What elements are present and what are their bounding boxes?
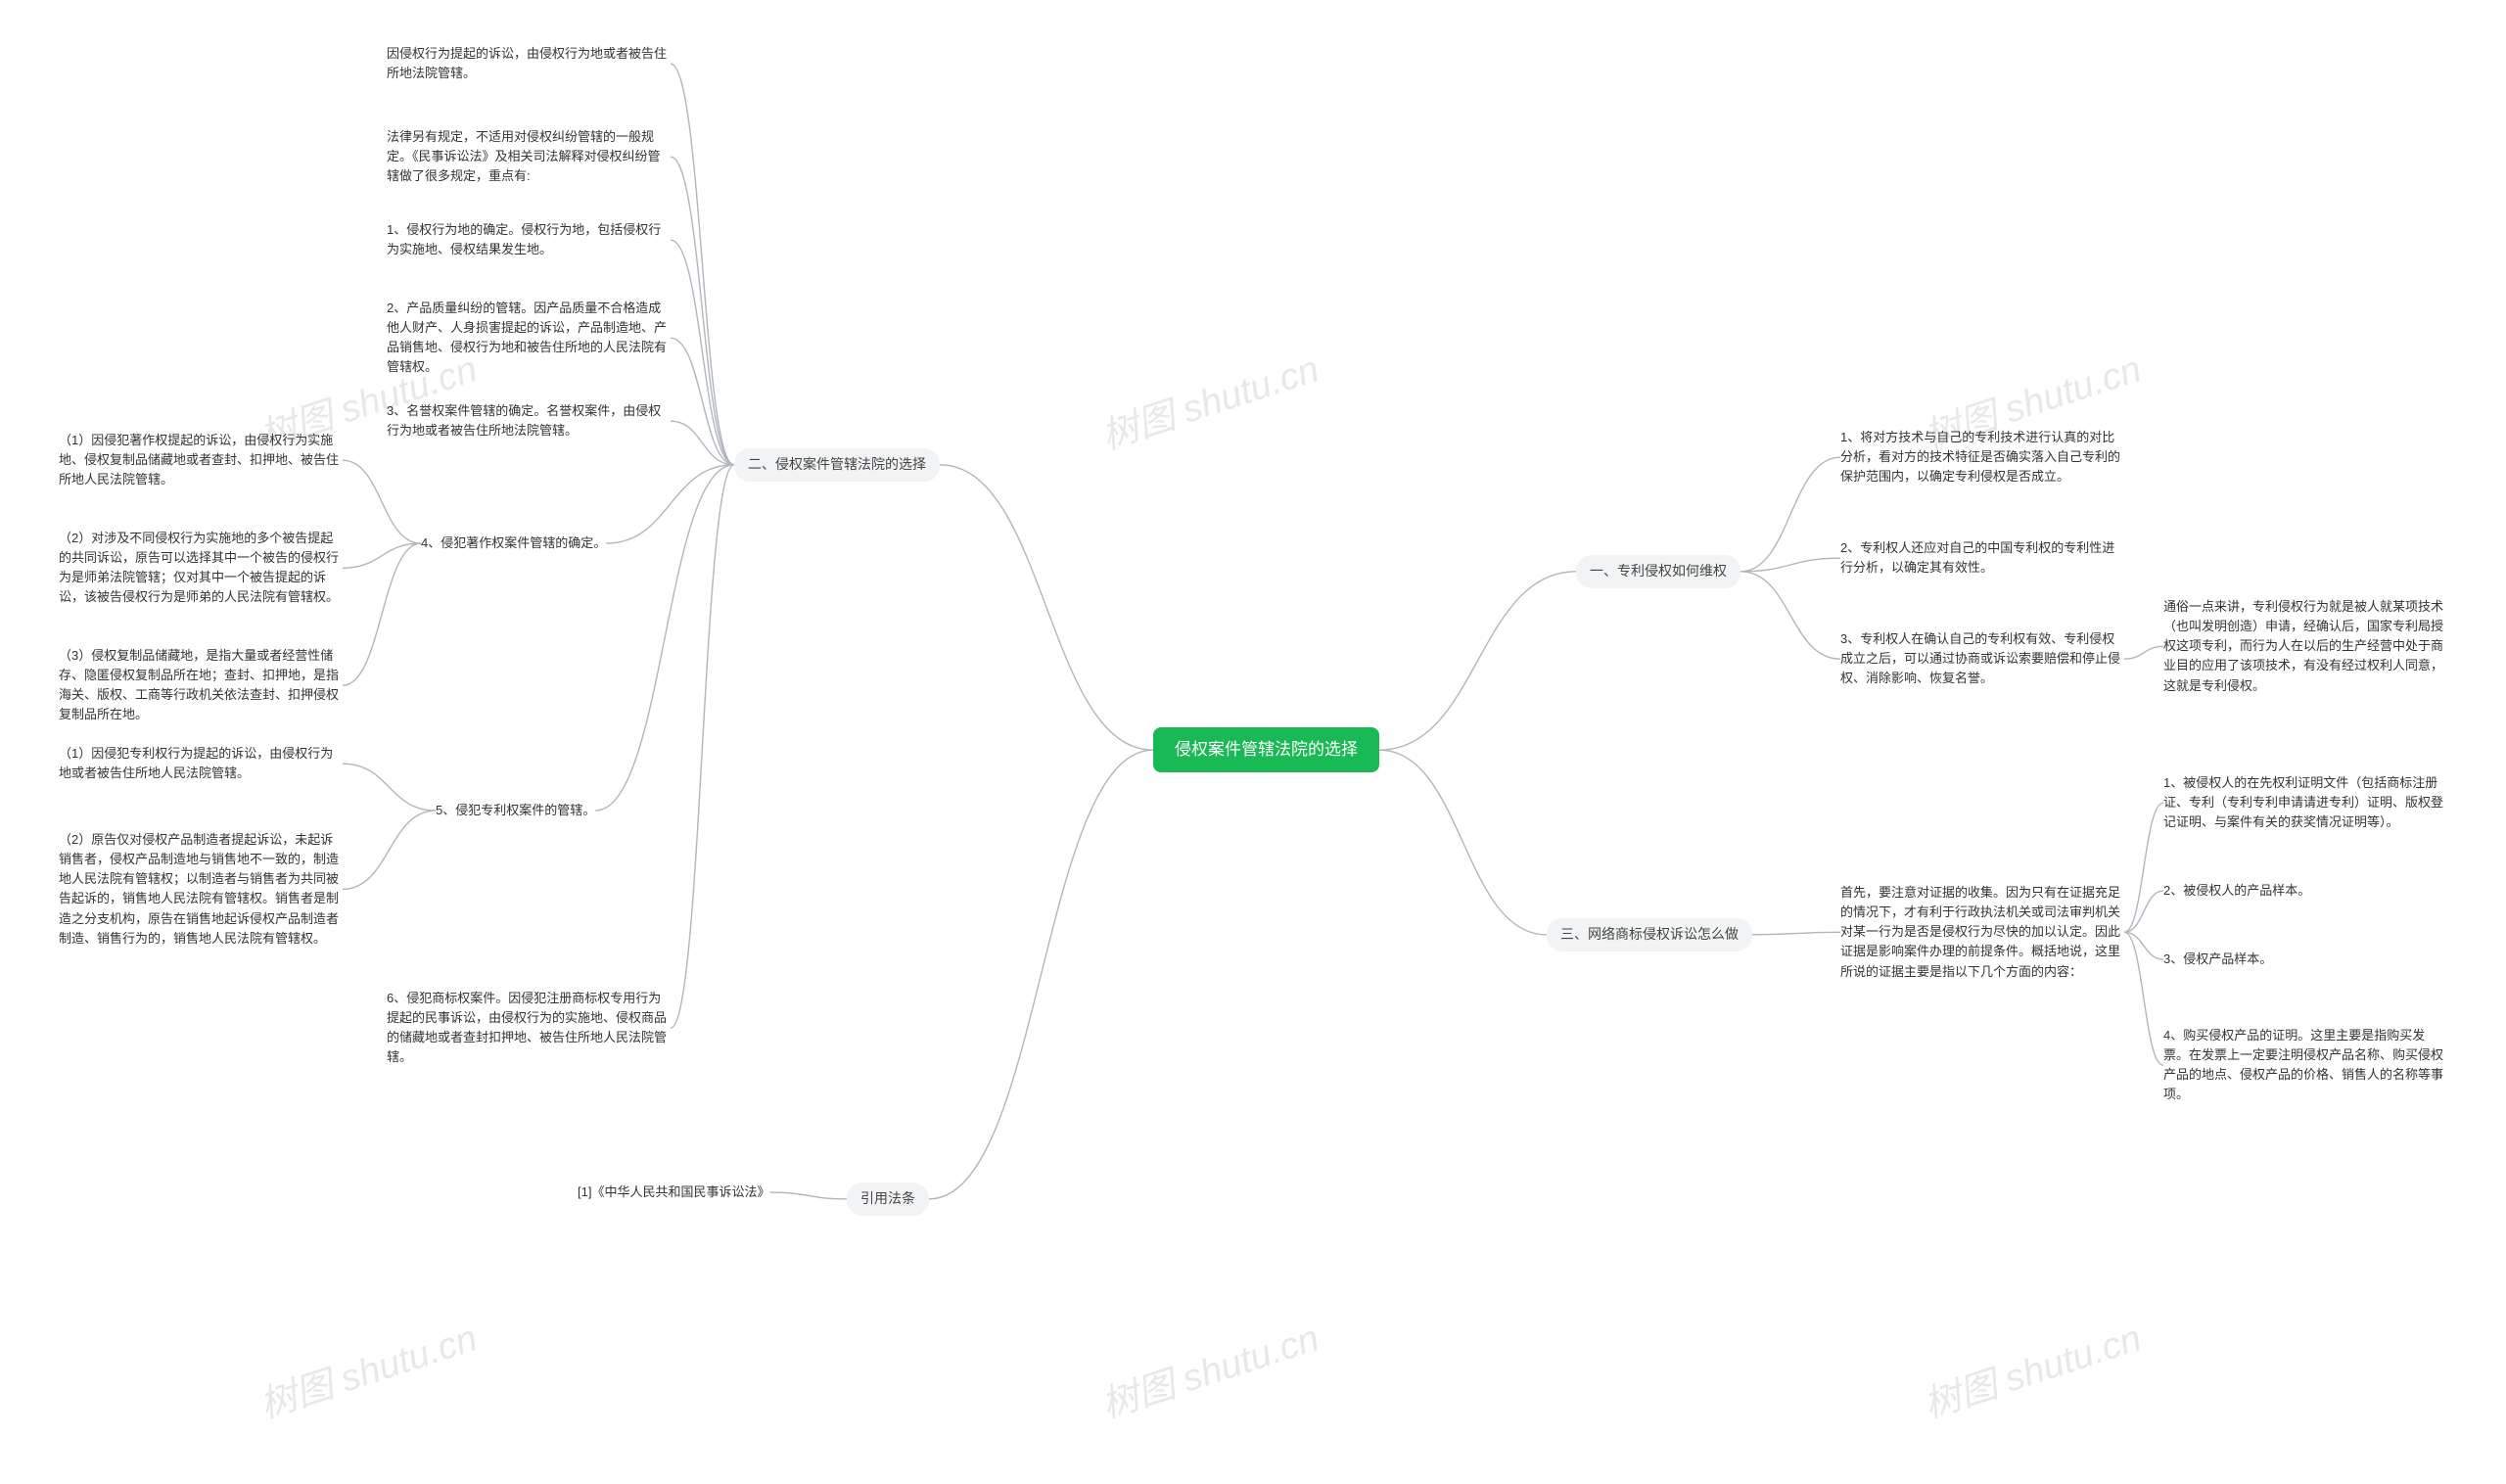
leaf-b1c3: 3、专利权人在确认自己的专利权有效、专利侵权成立之后，可以通过协商或诉讼索要赔偿… [1840,629,2124,688]
leaf-b3c1: 1、被侵权人的在先权利证明文件（包括商标注册证、专利（专利专利申请请进专利）证明… [2163,773,2447,832]
leaf-b2c6a: （1）因侵犯著作权提起的诉讼，由侵权行为实施地、侵权复制品储藏地或者查封、扣押地… [59,431,343,489]
branch-b2[interactable]: 二、侵权案件管辖法院的选择 [734,448,940,482]
leaf-cite1: [1]《中华人民共和国民事诉讼法》 [578,1183,769,1202]
leaf-b2c5: 3、名誉权案件管辖的确定。名誉权案件，由侵权行为地或者被告住所地法院管辖。 [387,401,671,441]
leaf-b1c3a: 通俗一点来讲，专利侵权行为就是被人就某项技术（也叫发明创造）申请，经确认后，国家… [2163,597,2447,696]
leaf-b2c2: 法律另有规定，不适用对侵权纠纷管辖的一般规定。《民事诉讼法》及相关司法解释对侵权… [387,127,671,186]
leaf-b3c4: 4、购买侵权产品的证明。这里主要是指购买发票。在发票上一定要注明侵权产品名称、购… [2163,1026,2447,1105]
leaf-b2c4: 2、产品质量纠纷的管辖。因产品质量不合格造成他人财产、人身损害提起的诉讼，产品制… [387,299,671,378]
leaf-b2c7: 5、侵犯专利权案件的管辖。 [436,801,595,820]
leaf-b3c2: 2、被侵权人的产品样本。 [2163,881,2310,901]
leaf-b3c3: 3、侵权产品样本。 [2163,950,2272,969]
watermark: 树图 shutu.cn [1916,1308,2147,1428]
leaf-b2c3: 1、侵权行为地的确定。侵权行为地，包括侵权行为实施地、侵权结果发生地。 [387,220,671,259]
mindmap-root[interactable]: 侵权案件管辖法院的选择 [1153,727,1379,772]
watermark: 树图 shutu.cn [1093,339,1324,459]
leaf-b2c8: 6、侵犯商标权案件。因侵犯注册商标权专用行为提起的民事诉讼，由侵权行为的实施地、… [387,989,671,1068]
watermark: 树图 shutu.cn [252,1308,483,1428]
branch-cite[interactable]: 引用法条 [847,1183,929,1216]
leaf-b2c6b: （2）对涉及不同侵权行为实施地的多个被告提起的共同诉讼，原告可以选择其中一个被告… [59,529,343,608]
leaf-b2c1: 因侵权行为提起的诉讼，由侵权行为地或者被告住所地法院管辖。 [387,44,671,83]
leaf-b1c1: 1、将对方技术与自己的专利技术进行认真的对比分析，看对方的技术特征是否确实落入自… [1840,428,2124,487]
branch-b3[interactable]: 三、网络商标侵权诉讼怎么做 [1547,918,1752,951]
watermark: 树图 shutu.cn [1093,1308,1324,1428]
leaf-b3c0: 首先，要注意对证据的收集。因为只有在证据充足的情况下，才有利于行政执法机关或司法… [1840,883,2124,982]
leaf-b2c6: 4、侵犯著作权案件管辖的确定。 [421,533,606,553]
branch-b1[interactable]: 一、专利侵权如何维权 [1576,555,1740,588]
leaf-b2c7b: （2）原告仅对侵权产品制造者提起诉讼，未起诉销售者，侵权产品制造地与销售地不一致… [59,830,343,949]
leaf-b2c6c: （3）侵权复制品储藏地，是指大量或者经营性储存、隐匿侵权复制品所在地；查封、扣押… [59,646,343,725]
leaf-b2c7a: （1）因侵犯专利权行为提起的诉讼，由侵权行为地或者被告住所地人民法院管辖。 [59,744,343,783]
leaf-b1c2: 2、专利权人还应对自己的中国专利权的专利性进行分析，以确定其有效性。 [1840,538,2124,578]
